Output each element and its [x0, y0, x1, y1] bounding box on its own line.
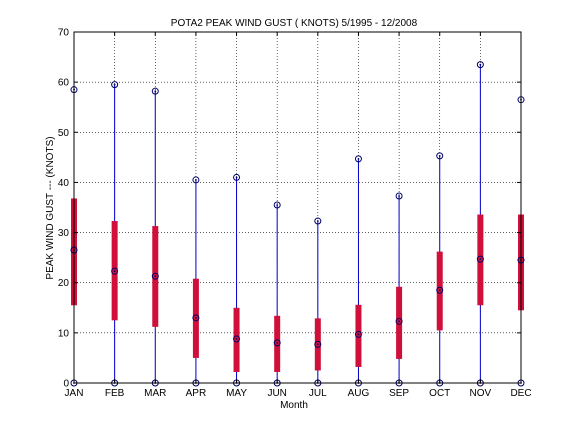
max-marker-dot	[195, 179, 197, 181]
max-marker-dot	[276, 204, 279, 206]
x-tick-label: OCT	[429, 388, 450, 399]
y-tick-label: 0	[63, 379, 69, 390]
median-marker-dot	[276, 341, 279, 344]
median-marker-dot	[357, 333, 360, 336]
median-marker-dot	[316, 343, 319, 346]
x-tick-label: JAN	[65, 388, 84, 399]
x-tick-label: FEB	[105, 388, 125, 399]
max-marker	[354, 155, 362, 163]
x-tick-label: JUL	[309, 388, 327, 399]
median-marker	[273, 339, 281, 347]
x-tick-label: APR	[186, 388, 207, 399]
y-tick-label: 20	[58, 278, 70, 289]
max-marker-dot	[398, 195, 400, 197]
iqr-box	[355, 304, 362, 367]
max-marker	[111, 81, 119, 89]
max-marker-dot	[235, 176, 238, 179]
y-tick-label: 10	[58, 328, 70, 339]
median-marker-dot	[398, 320, 400, 323]
box-may	[233, 173, 241, 387]
y-tick-label: 30	[58, 228, 70, 239]
median-marker	[354, 330, 362, 338]
grid-lines	[74, 32, 521, 383]
axis-ticks: 0 10 20 30 40 50 60 70 JAN FEB MAR APR MAY JUN JUL AUG S…	[58, 28, 532, 400]
plot-frame	[73, 31, 522, 384]
median-marker	[111, 267, 119, 275]
x-axis-label: Month	[280, 400, 308, 411]
max-marker	[476, 61, 484, 69]
y-axis-label: PEAK WIND GUST --- (KNOTS)	[45, 136, 56, 279]
max-marker-dot	[357, 157, 360, 160]
y-tick-label: 40	[58, 178, 70, 189]
max-marker	[192, 176, 200, 184]
max-marker-dot	[316, 220, 319, 222]
x-tick-label: NOV	[470, 388, 492, 399]
max-marker	[395, 192, 403, 200]
max-marker-dot	[113, 83, 116, 86]
y-tick-label: 60	[58, 78, 70, 89]
median-marker-dot	[438, 289, 441, 292]
median-marker-dot	[195, 316, 197, 319]
median-marker	[314, 340, 322, 348]
median-marker-dot	[113, 270, 116, 273]
x-tick-label: MAY	[226, 388, 247, 399]
median-marker	[476, 255, 484, 263]
median-marker	[395, 317, 403, 325]
max-marker	[273, 201, 281, 209]
x-tick-label: MAR	[144, 388, 166, 399]
median-marker-dot	[235, 337, 238, 340]
max-marker	[436, 152, 444, 160]
iqr-box	[233, 307, 240, 372]
x-tick-label: JUN	[267, 388, 286, 399]
median-marker	[192, 314, 200, 322]
median-marker-dot	[479, 258, 482, 261]
max-marker-dot	[438, 154, 441, 157]
x-tick-label: AUG	[348, 388, 370, 399]
iqr-box	[274, 315, 281, 372]
x-tick-label: SEP	[389, 388, 409, 399]
max-marker-dot	[479, 63, 482, 66]
max-marker	[151, 87, 159, 95]
x-tick-label: DEC	[510, 388, 531, 399]
max-marker	[314, 217, 322, 225]
max-marker	[233, 173, 241, 181]
max-marker-dot	[154, 90, 157, 93]
median-marker-dot	[154, 275, 157, 278]
median-marker	[151, 272, 159, 280]
y-tick-label: 70	[58, 28, 70, 39]
median-marker	[233, 335, 241, 343]
y-tick-label: 50	[58, 128, 70, 139]
median-marker	[436, 286, 444, 294]
chart-title: POTA2 PEAK WIND GUST ( KNOTS) 5/1995 - 1…	[171, 18, 418, 29]
iqr-box	[396, 286, 403, 359]
